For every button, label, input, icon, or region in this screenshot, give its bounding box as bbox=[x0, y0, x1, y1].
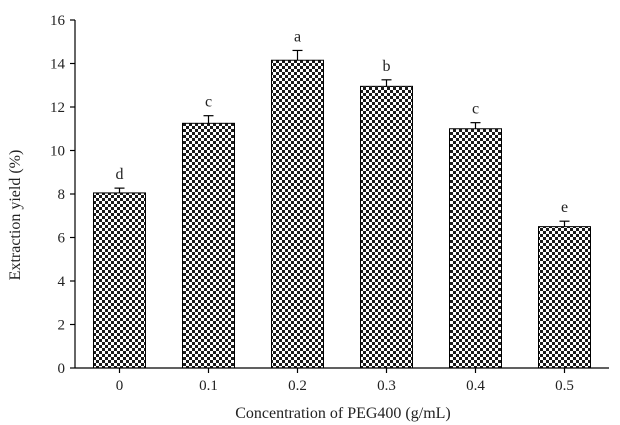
x-tick-label: 0.2 bbox=[288, 378, 307, 394]
x-tick-label: 0.5 bbox=[555, 378, 574, 394]
bar-0.2 bbox=[271, 59, 324, 369]
y-ticks-layer: 0 2 4 6 8 10 12 14 16 bbox=[50, 13, 75, 377]
y-axis-title: Extraction yield (%) bbox=[7, 150, 24, 281]
axes-layer bbox=[74, 20, 609, 369]
y-tick-label: 0 bbox=[58, 361, 66, 377]
significance-label-0: d bbox=[116, 166, 124, 183]
significance-label-0.5: e bbox=[561, 199, 568, 216]
bar-0.4 bbox=[449, 128, 502, 369]
bar-0.5 bbox=[538, 226, 591, 369]
error-bars-layer bbox=[114, 49, 570, 227]
y-tick-label: 16 bbox=[50, 13, 66, 29]
significance-label-0.1: c bbox=[205, 94, 212, 111]
y-tick-label: 4 bbox=[58, 274, 66, 290]
y-tick-label: 6 bbox=[58, 231, 66, 247]
significance-labels-layer: d c a b c e bbox=[116, 28, 569, 216]
bar-0 bbox=[93, 192, 146, 369]
significance-label-0.2: a bbox=[294, 28, 301, 45]
significance-label-0.3: b bbox=[383, 58, 391, 75]
y-tick-label: 14 bbox=[50, 57, 66, 73]
bar-0.3 bbox=[360, 85, 413, 369]
x-tick-label: 0 bbox=[116, 378, 124, 394]
x-ticks-layer: 0 0.1 0.2 0.3 0.4 0.5 bbox=[116, 368, 574, 394]
bar-0.1 bbox=[182, 122, 235, 369]
y-tick-label: 10 bbox=[50, 144, 65, 160]
x-axis-title: Concentration of PEG400 (g/mL) bbox=[235, 405, 451, 422]
x-tick-label: 0.1 bbox=[199, 378, 218, 394]
significance-label-0.4: c bbox=[472, 101, 479, 118]
x-tick-label: 0.3 bbox=[377, 378, 396, 394]
y-tick-label: 2 bbox=[58, 318, 66, 334]
y-tick-label: 8 bbox=[58, 187, 66, 203]
x-tick-label: 0.4 bbox=[466, 378, 485, 394]
bars-layer bbox=[93, 59, 591, 369]
y-tick-label: 12 bbox=[50, 100, 65, 116]
